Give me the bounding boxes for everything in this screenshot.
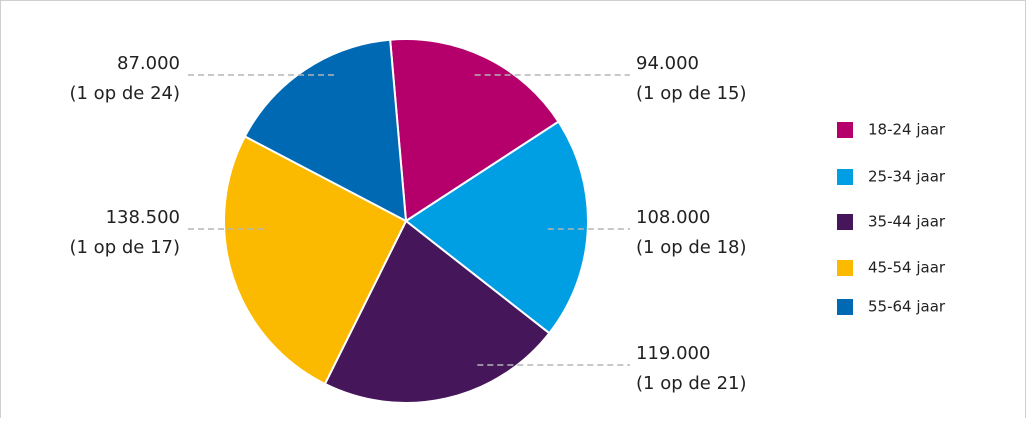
ratio-label: (1 op de 24) xyxy=(69,83,180,104)
legend-swatch xyxy=(837,214,853,230)
pie-slice xyxy=(389,38,560,223)
pie-slice xyxy=(323,219,551,404)
ratio-label: (1 op de 15) xyxy=(636,83,747,104)
value-label: 108.000 xyxy=(636,207,710,228)
legend-label: 55-64 jaar xyxy=(868,298,946,316)
legend-swatch xyxy=(837,169,853,185)
ratio-label: (1 op de 21) xyxy=(636,373,747,394)
value-label: 119.000 xyxy=(636,343,710,364)
legend-swatch xyxy=(837,260,853,276)
legend-label: 18-24 jaar xyxy=(868,121,946,139)
legend-swatch xyxy=(837,299,853,315)
legend-label: 35-44 jaar xyxy=(868,213,946,231)
value-label: 94.000 xyxy=(636,53,699,74)
pie-slice xyxy=(404,120,589,335)
value-label: 87.000 xyxy=(117,53,180,74)
legend-label: 45-54 jaar xyxy=(868,259,946,277)
ratio-label: (1 op de 17) xyxy=(69,237,180,258)
value-label: 138.500 xyxy=(106,207,180,228)
pie-slice xyxy=(243,38,408,223)
legend-swatch xyxy=(837,122,853,138)
legend-label: 25-34 jaar xyxy=(868,168,946,186)
pie-slice xyxy=(223,135,408,386)
ratio-label: (1 op de 18) xyxy=(636,237,747,258)
